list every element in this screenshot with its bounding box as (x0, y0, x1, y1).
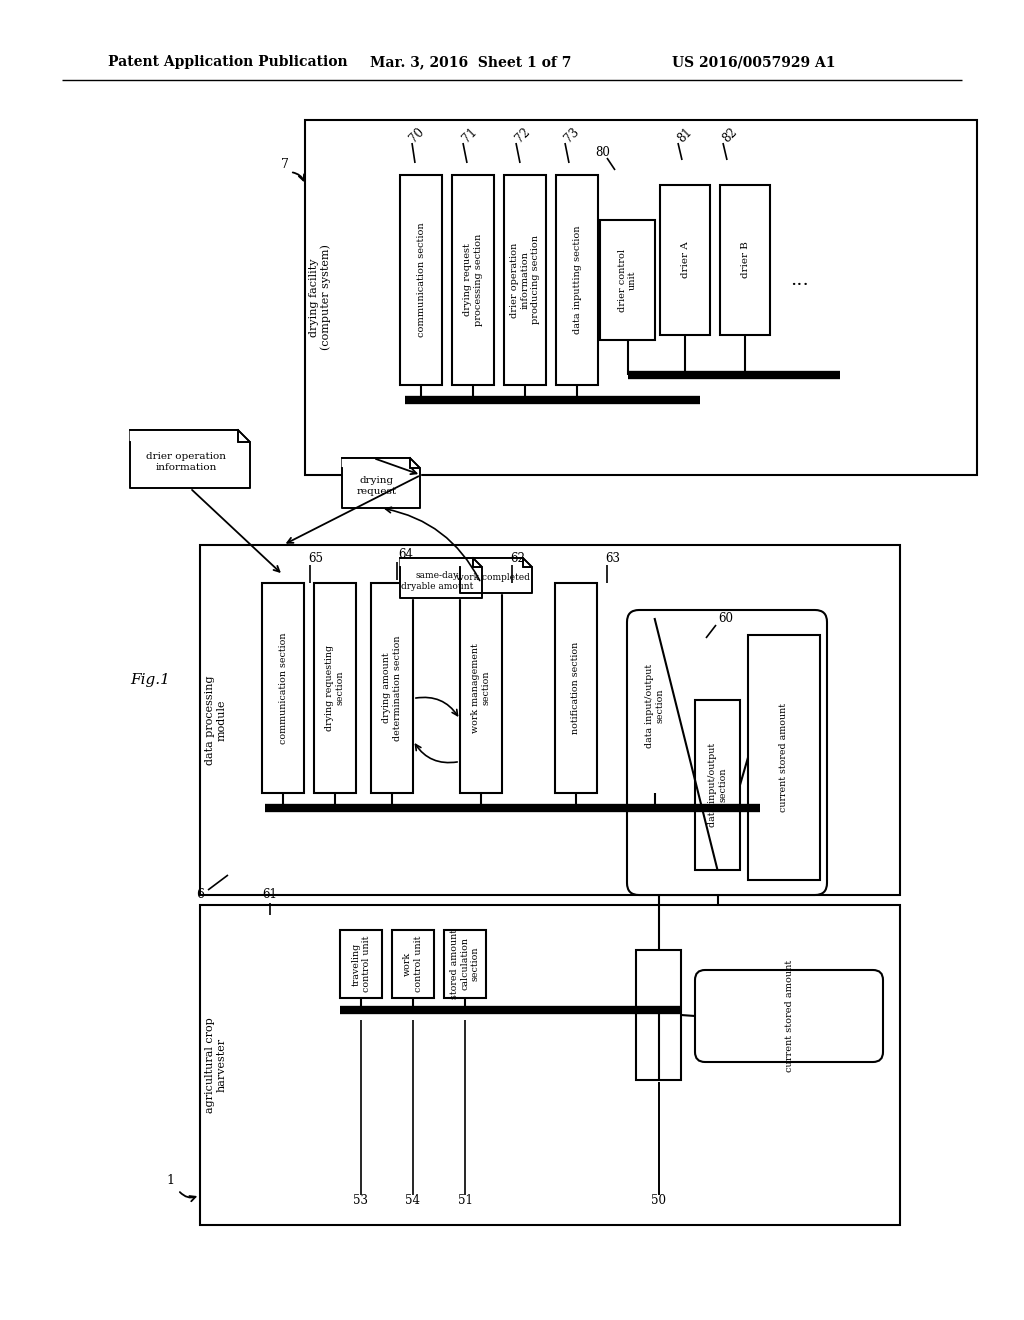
Bar (556, 176, 598, 385)
Text: drying requesting
section: drying requesting section (326, 645, 345, 731)
Bar (340, 931, 382, 998)
Text: drying
request: drying request (357, 477, 397, 496)
Text: stored amount
calculation
section: stored amount calculation section (451, 929, 480, 999)
Text: 73: 73 (562, 125, 582, 145)
FancyBboxPatch shape (627, 610, 827, 895)
Text: 80: 80 (595, 147, 610, 160)
Bar (720, 185, 770, 335)
Text: 63: 63 (605, 552, 620, 565)
Text: drier A: drier A (681, 242, 689, 279)
Text: work completed: work completed (456, 573, 530, 582)
Text: drier B: drier B (740, 242, 750, 279)
Text: Mar. 3, 2016  Sheet 1 of 7: Mar. 3, 2016 Sheet 1 of 7 (370, 55, 571, 69)
Bar (444, 931, 486, 998)
Bar (460, 583, 502, 793)
Text: work management
section: work management section (471, 643, 490, 733)
Text: 54: 54 (406, 1193, 421, 1206)
Text: 7: 7 (281, 158, 289, 172)
Bar (632, 618, 677, 793)
Text: 62: 62 (510, 552, 525, 565)
Text: 64: 64 (398, 549, 413, 561)
Text: 71: 71 (460, 125, 479, 145)
Text: notification section: notification section (571, 642, 581, 734)
Text: drier control
unit: drier control unit (617, 248, 637, 312)
Text: communication section: communication section (417, 223, 426, 338)
Bar (400, 558, 473, 568)
Text: drying facility
(computer system): drying facility (computer system) (309, 244, 331, 350)
Text: current stored amount: current stored amount (779, 704, 788, 812)
Bar (695, 700, 740, 870)
Bar (555, 583, 597, 793)
Bar (314, 583, 356, 793)
Polygon shape (460, 558, 532, 593)
Text: 6: 6 (196, 888, 204, 902)
Text: 65: 65 (308, 552, 323, 565)
Bar (452, 176, 494, 385)
Text: data input/output
section: data input/output section (708, 743, 727, 828)
Bar (460, 558, 523, 568)
Text: Patent Application Publication: Patent Application Publication (108, 55, 347, 69)
Polygon shape (400, 558, 482, 598)
Text: drying amount
determination section: drying amount determination section (382, 635, 401, 741)
Polygon shape (523, 558, 532, 568)
Text: data inputting section: data inputting section (572, 226, 582, 334)
Bar (392, 931, 434, 998)
Text: ...: ... (791, 271, 809, 289)
Text: data input/output
section: data input/output section (645, 664, 665, 747)
Text: 53: 53 (353, 1193, 369, 1206)
Text: traveling
control unit: traveling control unit (351, 936, 371, 993)
Text: 51: 51 (458, 1193, 472, 1206)
Bar (600, 220, 655, 341)
Text: same-day
dryable amount: same-day dryable amount (400, 572, 473, 591)
Bar (305, 120, 977, 475)
Text: work
control unit: work control unit (403, 936, 423, 993)
Bar (200, 906, 900, 1225)
Bar (200, 545, 900, 895)
Text: 1: 1 (166, 1173, 174, 1187)
FancyBboxPatch shape (695, 970, 883, 1063)
Polygon shape (130, 430, 250, 488)
Polygon shape (410, 458, 420, 469)
Text: data processing
module: data processing module (205, 676, 226, 764)
Text: 60: 60 (718, 611, 733, 624)
Text: drying request
processing section: drying request processing section (463, 234, 482, 326)
Bar (130, 430, 238, 442)
Polygon shape (342, 458, 420, 508)
Polygon shape (238, 430, 250, 442)
Text: 81: 81 (675, 125, 694, 145)
Text: 61: 61 (262, 888, 278, 902)
Bar (342, 458, 410, 469)
Text: 50: 50 (651, 1193, 666, 1206)
Bar (262, 583, 304, 793)
Text: 82: 82 (720, 125, 739, 145)
Text: 72: 72 (513, 125, 532, 145)
Text: agricultural crop
harvester: agricultural crop harvester (205, 1018, 226, 1113)
Polygon shape (473, 558, 482, 568)
Text: Fig.1: Fig.1 (130, 673, 170, 686)
Bar (636, 950, 681, 1080)
Text: drier operation
information: drier operation information (146, 453, 226, 471)
Text: communication section: communication section (279, 632, 288, 743)
Bar (400, 176, 442, 385)
Bar (504, 176, 546, 385)
Text: current stored amount: current stored amount (784, 960, 794, 1072)
Text: 70: 70 (407, 125, 427, 145)
Bar (371, 583, 413, 793)
Bar (660, 185, 710, 335)
Bar (748, 635, 820, 880)
Text: drier operation
information
producing section: drier operation information producing se… (510, 235, 540, 325)
Text: US 2016/0057929 A1: US 2016/0057929 A1 (672, 55, 836, 69)
